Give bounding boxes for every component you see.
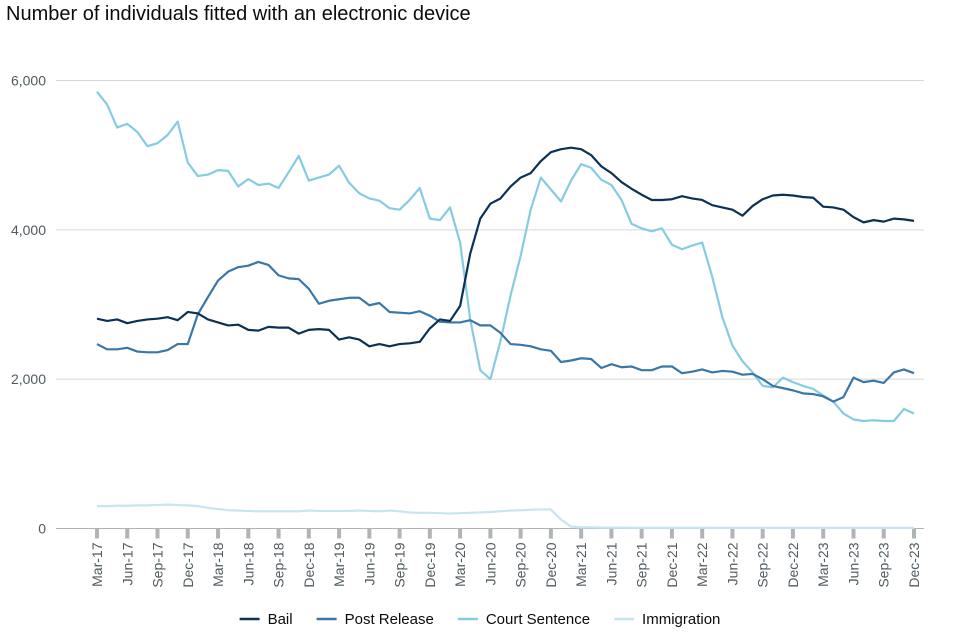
- x-tick-label: Dec-18: [301, 542, 317, 587]
- x-tick-label: Mar-21: [573, 542, 589, 587]
- x-tick-label: Jun-23: [845, 542, 861, 585]
- series-lines: [96, 91, 915, 529]
- legend-label: Court Sentence: [486, 611, 590, 628]
- x-tick-label: Jun-18: [240, 542, 256, 585]
- x-axis: Mar-17 Jun-17 Sep-17 Dec-17 Mar-18 Jun-18 Sep-…: [89, 528, 922, 588]
- series-line-immigration: [97, 503, 914, 529]
- x-tick-label: Mar-20: [452, 542, 468, 587]
- legend-item-immigration: Immigration: [614, 611, 720, 628]
- x-tick-label: Mar-19: [331, 542, 347, 587]
- x-tick-label: Sep-20: [513, 542, 529, 587]
- y-tick-label: 4,000: [11, 222, 46, 238]
- x-tick-label: Jun-17: [119, 542, 135, 585]
- y-axis: 0 2,000 4,000 6,000: [11, 73, 46, 537]
- x-tick-label: Dec-22: [785, 542, 801, 587]
- x-tick-label: Mar-18: [210, 542, 226, 587]
- x-tick-label: Dec-20: [543, 542, 559, 587]
- legend-item-post-release: Post Release: [316, 611, 434, 628]
- x-tick-label: Dec-19: [422, 542, 438, 587]
- y-tick-label: 2,000: [11, 371, 46, 387]
- series-line-bail: [96, 146, 915, 348]
- x-tick-label: Jun-19: [361, 542, 377, 585]
- y-tick-label: 0: [38, 521, 46, 537]
- x-tick-label: Jun-21: [603, 542, 619, 585]
- gridlines: [56, 80, 924, 529]
- x-tick-label: Mar-17: [89, 542, 105, 587]
- legend-item-court-sentence: Court Sentence: [457, 611, 590, 628]
- legend-item-bail: Bail: [239, 611, 293, 628]
- x-tick-label: Mar-22: [694, 542, 710, 587]
- series-line-post-release: [96, 260, 915, 403]
- x-tick-label: Sep-19: [392, 542, 408, 587]
- series-line-court-sentence: [96, 91, 915, 423]
- chart-title: Number of individuals fitted with an ele…: [6, 3, 471, 25]
- legend-label: Bail: [268, 611, 293, 628]
- x-tick-label: Sep-23: [876, 542, 892, 587]
- x-tick-label: Dec-17: [180, 542, 196, 587]
- legend-label: Post Release: [345, 611, 434, 628]
- y-tick-label: 6,000: [11, 73, 46, 89]
- x-tick-label: Mar-23: [815, 542, 831, 587]
- x-tick-label: Sep-17: [150, 542, 166, 587]
- x-tick-label: Sep-18: [271, 542, 287, 587]
- x-tick-label: Dec-23: [906, 542, 922, 587]
- x-tick-label: Jun-20: [482, 542, 498, 585]
- legend: Bail Post Release Court Sentence Immigratio…: [239, 611, 720, 628]
- x-tick-label: Sep-21: [634, 542, 650, 587]
- x-tick-label: Dec-21: [664, 542, 680, 587]
- legend-label: Immigration: [642, 611, 720, 628]
- x-tick-label: Sep-22: [755, 542, 771, 587]
- x-tick-label: Jun-22: [724, 542, 740, 585]
